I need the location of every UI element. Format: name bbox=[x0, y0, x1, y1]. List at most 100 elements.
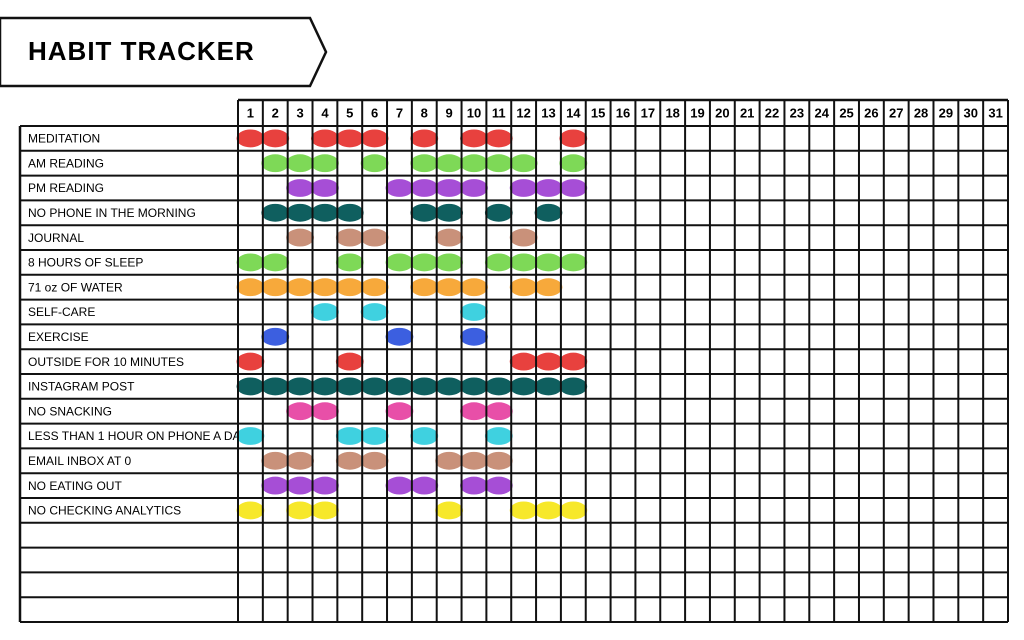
habit-mark bbox=[311, 278, 339, 297]
habit-mark bbox=[559, 154, 588, 173]
day-label: 16 bbox=[616, 105, 630, 120]
habit-mark bbox=[460, 179, 488, 197]
habit-name: EXERCISE bbox=[28, 330, 89, 344]
habit-mark bbox=[360, 154, 389, 173]
habit-mark bbox=[460, 303, 488, 321]
day-label: 20 bbox=[715, 105, 729, 120]
habit-mark bbox=[484, 427, 513, 445]
habit-mark bbox=[286, 278, 315, 297]
habit-mark bbox=[460, 377, 488, 396]
habit-mark bbox=[410, 278, 439, 297]
habit-mark bbox=[335, 203, 364, 222]
habit-mark bbox=[559, 179, 588, 197]
habit-mark bbox=[236, 377, 265, 396]
habit-mark bbox=[335, 352, 364, 371]
habit-mark bbox=[335, 427, 364, 445]
day-label: 14 bbox=[566, 105, 581, 120]
habit-mark bbox=[410, 476, 439, 495]
habit-mark bbox=[559, 501, 588, 520]
habit-mark bbox=[534, 352, 563, 371]
habit-mark bbox=[435, 278, 464, 297]
habit-mark bbox=[410, 427, 439, 445]
habit-mark bbox=[559, 129, 588, 148]
day-label: 27 bbox=[889, 105, 903, 120]
habit-mark bbox=[286, 154, 315, 173]
habit-mark bbox=[385, 476, 414, 495]
habit-mark bbox=[559, 253, 588, 272]
title-banner bbox=[0, 16, 328, 88]
habit-mark bbox=[261, 451, 290, 470]
habit-mark bbox=[335, 228, 364, 247]
habit-mark bbox=[286, 377, 315, 396]
day-label: 17 bbox=[641, 105, 655, 120]
day-label: 28 bbox=[914, 105, 928, 120]
habit-mark bbox=[335, 253, 364, 272]
habit-mark bbox=[311, 377, 339, 396]
habit-mark bbox=[311, 476, 339, 495]
habit-name: SELF-CARE bbox=[28, 305, 95, 319]
habit-mark bbox=[484, 377, 513, 396]
day-label: 13 bbox=[541, 105, 555, 120]
habit-mark bbox=[410, 129, 439, 148]
day-label: 26 bbox=[864, 105, 878, 120]
habit-mark bbox=[509, 501, 538, 520]
habit-mark bbox=[410, 179, 439, 197]
habit-mark bbox=[261, 203, 290, 222]
habit-name: NO CHECKING ANALYTICS bbox=[28, 504, 181, 518]
habit-name: 71 oz OF WATER bbox=[28, 280, 123, 294]
grid: 1 2 3 4 5 6 7 8 9 10 11 12 13 14 15 16 17 18 19 20 21 22 23 24 2… bbox=[18, 98, 1009, 623]
habit-mark bbox=[360, 303, 389, 321]
habit-mark bbox=[286, 451, 315, 470]
habit-name: NO SNACKING bbox=[28, 404, 112, 418]
day-label: 9 bbox=[446, 105, 453, 120]
habit-mark bbox=[435, 253, 464, 272]
day-label: 25 bbox=[839, 105, 853, 120]
habit-name: PM READING bbox=[28, 181, 104, 195]
habit-mark bbox=[236, 352, 265, 371]
habit-mark bbox=[509, 377, 538, 396]
day-label: 10 bbox=[467, 105, 481, 120]
habit-mark bbox=[534, 278, 563, 297]
habit-mark bbox=[559, 352, 588, 371]
habit-mark bbox=[484, 154, 513, 173]
day-label: 22 bbox=[765, 105, 779, 120]
habit-mark bbox=[484, 402, 513, 421]
habit-mark bbox=[385, 179, 414, 197]
habit-name: LESS THAN 1 HOUR ON PHONE A DAY bbox=[28, 429, 248, 443]
habit-mark bbox=[311, 179, 339, 197]
day-label: 15 bbox=[591, 105, 605, 120]
habit-mark bbox=[261, 327, 290, 346]
habit-mark bbox=[261, 154, 290, 173]
day-label: 6 bbox=[371, 105, 378, 120]
habit-mark bbox=[534, 253, 563, 272]
day-label: 5 bbox=[346, 105, 353, 120]
habit-mark bbox=[460, 154, 488, 173]
habit-mark bbox=[261, 476, 290, 495]
habit-mark bbox=[460, 402, 488, 421]
habit-mark bbox=[261, 253, 290, 272]
day-label: 19 bbox=[690, 105, 704, 120]
day-label: 11 bbox=[492, 105, 506, 120]
habit-mark bbox=[435, 179, 464, 197]
habit-mark bbox=[484, 203, 513, 222]
habit-mark bbox=[509, 179, 538, 197]
day-label: 18 bbox=[665, 105, 679, 120]
habit-mark bbox=[286, 402, 315, 421]
habit-mark bbox=[410, 377, 439, 396]
habit-name: JOURNAL bbox=[28, 231, 84, 245]
habit-mark bbox=[484, 476, 513, 495]
habit-name: NO EATING OUT bbox=[28, 479, 122, 493]
habit-mark bbox=[261, 129, 290, 148]
habit-mark bbox=[311, 402, 339, 421]
day-label: 4 bbox=[321, 105, 329, 120]
habit-mark bbox=[360, 451, 389, 470]
day-label: 21 bbox=[740, 105, 754, 120]
habit-mark bbox=[460, 129, 488, 148]
habit-mark bbox=[385, 253, 414, 272]
habit-mark bbox=[335, 129, 364, 148]
day-label: 12 bbox=[516, 105, 530, 120]
day-label: 2 bbox=[272, 105, 279, 120]
habit-mark bbox=[460, 278, 488, 297]
